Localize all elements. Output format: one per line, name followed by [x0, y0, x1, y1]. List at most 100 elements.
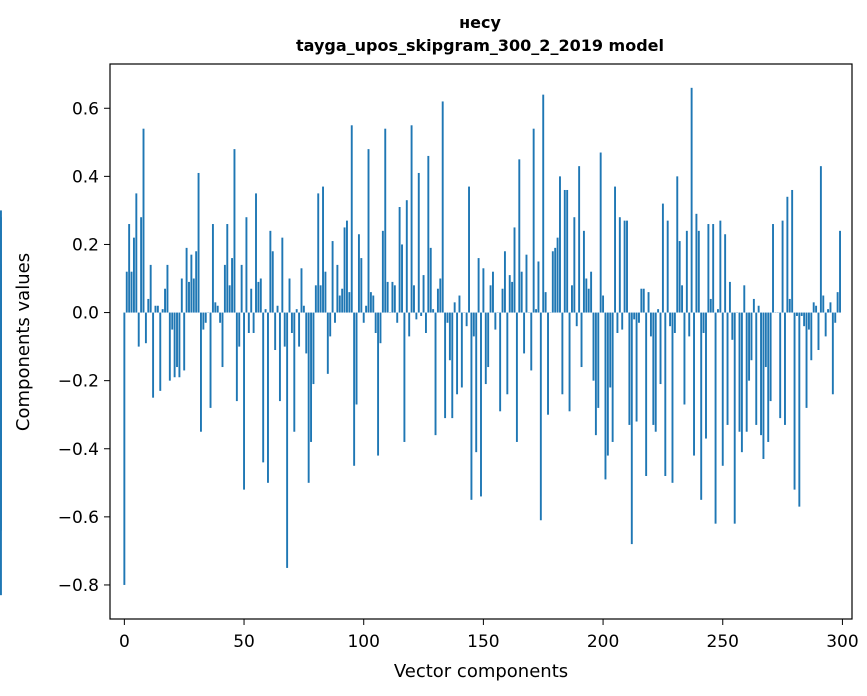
bar-62 — [271, 251, 274, 313]
bar-116 — [401, 244, 403, 313]
bar-127 — [427, 155, 430, 313]
bar-61 — [269, 230, 272, 313]
bar-200 — [602, 295, 605, 313]
bar-219 — [647, 292, 650, 313]
bar-291 — [819, 166, 822, 313]
bar-207 — [618, 217, 621, 313]
bar-285 — [805, 312, 808, 408]
bar-204 — [611, 312, 614, 442]
bar-88 — [334, 312, 336, 323]
bar-93 — [346, 220, 348, 313]
bar-277 — [786, 196, 789, 313]
bar-231 — [676, 176, 679, 313]
bar-102 — [367, 149, 370, 313]
bar-12 — [152, 312, 155, 398]
bar-39 — [216, 305, 219, 313]
bar-268 — [764, 312, 767, 368]
bar-217 — [642, 288, 645, 313]
bar-269 — [767, 312, 770, 442]
y-tick-label: 0.2 — [72, 235, 99, 255]
bar-53 — [250, 288, 253, 313]
bar-8 — [142, 128, 145, 313]
bar-74 — [300, 268, 303, 313]
bar-117 — [403, 312, 406, 442]
bar-14 — [156, 305, 159, 313]
bar-264 — [755, 312, 758, 425]
bar-79 — [312, 312, 315, 385]
bar-118 — [405, 200, 408, 313]
bar-136 — [448, 312, 451, 361]
bar-10 — [147, 298, 150, 313]
bar-104 — [372, 295, 375, 313]
bar-65 — [278, 312, 281, 402]
bar-87 — [331, 241, 334, 313]
bar-11 — [149, 264, 152, 313]
bar-83 — [322, 186, 324, 313]
bar-192 — [582, 230, 585, 313]
bar-129 — [432, 309, 435, 313]
bar-281 — [795, 312, 798, 316]
y-axis-ticks: −0.8 −0.6 −0.4 −0.2 0.0 0.2 0.4 0.6 — [58, 99, 110, 596]
bar-234 — [683, 312, 686, 405]
bar-72 — [295, 309, 298, 313]
bar-138 — [453, 302, 456, 313]
bar-31 — [197, 172, 200, 313]
bar-96 — [353, 312, 356, 466]
bar-15 — [159, 312, 162, 391]
bar-114 — [396, 312, 399, 323]
bar-48 — [238, 312, 241, 347]
bar-140 — [458, 295, 461, 313]
bar-124 — [420, 312, 423, 316]
bar-90 — [338, 295, 341, 313]
plot-frame — [109, 63, 853, 620]
bar-240 — [697, 230, 700, 313]
bar-135 — [446, 312, 449, 323]
bar-157 — [499, 312, 502, 412]
bar-89 — [336, 264, 339, 313]
y-tick-label: −0.8 — [58, 576, 99, 596]
bar-143 — [465, 312, 468, 327]
bar-284 — [803, 312, 806, 327]
bar-36 — [209, 312, 212, 408]
bar-149 — [480, 312, 482, 497]
bar-148 — [477, 258, 480, 313]
bar-205 — [614, 186, 616, 313]
bar-155 — [494, 312, 497, 330]
bar-260 — [745, 312, 748, 432]
bar-165 — [518, 159, 521, 313]
bar-51 — [245, 217, 248, 313]
bar-66 — [281, 237, 284, 313]
bar-22 — [176, 312, 178, 368]
bar-198 — [597, 312, 600, 408]
bar-195 — [590, 271, 593, 313]
bar-185 — [566, 189, 569, 313]
bar-214 — [635, 312, 638, 422]
bar-297 — [834, 312, 837, 323]
bar-13 — [154, 305, 157, 313]
y-tick-label: 0.0 — [72, 304, 99, 324]
bar-23 — [178, 312, 181, 378]
bar-232 — [678, 241, 681, 313]
bar-199 — [599, 152, 602, 313]
bar-4 — [132, 237, 135, 313]
bar-196 — [592, 312, 595, 381]
bar-262 — [750, 312, 753, 361]
bar-60 — [267, 312, 269, 483]
bar-275 — [781, 220, 784, 313]
bar-33 — [202, 312, 205, 330]
bar-293 — [824, 312, 827, 337]
bar-63 — [274, 312, 277, 351]
bar-115 — [398, 207, 401, 313]
bar-26 — [185, 247, 188, 313]
y-tick-label: 0.4 — [72, 167, 99, 187]
bar-49 — [240, 264, 243, 313]
bar-209 — [623, 220, 626, 313]
bar-54 — [252, 312, 255, 333]
bar-233 — [681, 285, 684, 313]
bar-76 — [305, 312, 308, 354]
bar-206 — [616, 312, 619, 333]
bar-133 — [441, 101, 444, 313]
y-tick-label: −0.4 — [58, 440, 99, 460]
